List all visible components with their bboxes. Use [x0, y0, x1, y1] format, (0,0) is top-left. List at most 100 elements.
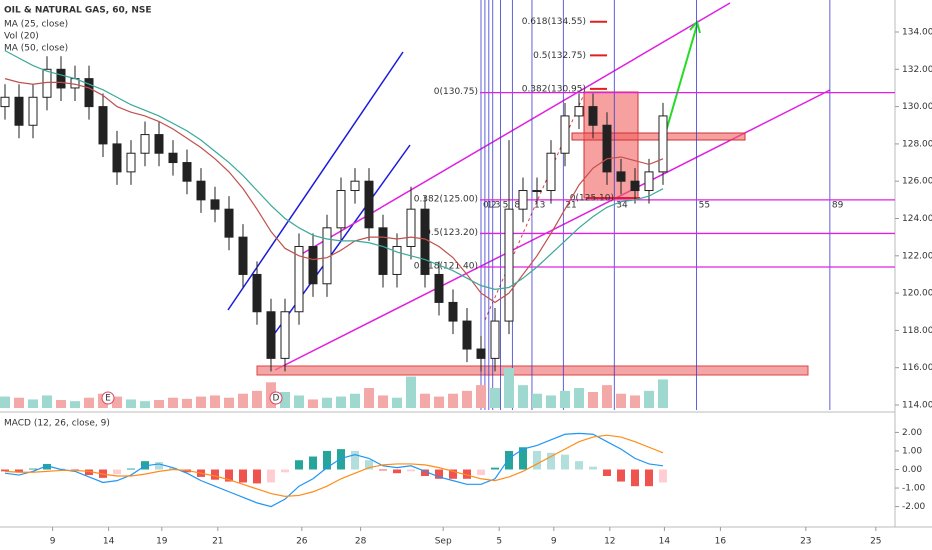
x-tick-label: 19: [156, 537, 168, 547]
y-tick-label: 1.00: [902, 446, 922, 456]
candle-body: [0, 96, 10, 108]
fib-label: 0.5(123.20): [425, 228, 478, 238]
x-tick-label: 23: [800, 537, 811, 547]
volume-bar: [196, 396, 206, 408]
candle-body: [420, 208, 430, 275]
macd-histogram: [351, 450, 359, 470]
candle-body: [518, 190, 528, 210]
volume-bar: [210, 395, 220, 408]
time-zone-label: 5: [503, 201, 509, 211]
macd-histogram: [435, 469, 443, 479]
candle-body: [504, 208, 514, 322]
macd-histogram: [463, 469, 471, 479]
volume-bar: [462, 390, 472, 408]
time-zone-label: 89: [832, 201, 844, 211]
y-tick-label: 118.00: [902, 326, 932, 336]
y-tick-label: -1.00: [902, 484, 926, 494]
volume-bar: [182, 398, 192, 408]
candle-body: [28, 96, 38, 126]
macd-legend: MACD (12, 26, close, 9): [4, 419, 110, 429]
macd-histogram: [337, 449, 345, 470]
macd-histogram: [575, 461, 583, 470]
chart-title: OIL & NATURAL GAS, 60, NSE: [4, 6, 152, 16]
candle-body: [112, 143, 122, 173]
candle-body: [560, 115, 570, 154]
time-zone-label: 0: [483, 201, 489, 211]
event-marker: [101, 391, 115, 405]
time-zone-label: 2: [491, 201, 497, 211]
legend-ma25: MA (25, close): [4, 20, 68, 30]
macd-histogram: [659, 469, 667, 483]
x-tick-label: 16: [715, 537, 727, 547]
candle-body: [406, 208, 416, 247]
candle-body: [532, 190, 542, 193]
candle-body: [168, 152, 178, 164]
volume-bar: [252, 390, 262, 408]
fib-label: 0.382(125.00): [414, 194, 478, 204]
fib-label: 0(125.10): [570, 193, 614, 203]
time-zone-label: 34: [616, 201, 628, 211]
candle-body: [616, 171, 626, 182]
signal-line: [4, 434, 664, 497]
candle-body: [238, 236, 248, 275]
macd-histogram: [29, 468, 37, 470]
time-zone-label: 21: [565, 201, 576, 211]
volume-bar: [448, 393, 458, 408]
candle-body: [364, 180, 374, 229]
volume-bar: [126, 399, 136, 408]
arrow-head: [689, 19, 701, 34]
x-tick-label: 9: [50, 537, 56, 547]
macd-histogram: [505, 450, 513, 470]
candle-body: [182, 162, 192, 182]
y-tick-label: 2.00: [902, 428, 922, 438]
y-tick-label: 116.00: [902, 363, 932, 373]
volume-bar: [14, 397, 24, 408]
candle-body: [448, 301, 458, 322]
candle-body: [630, 180, 640, 192]
volume-bar: [154, 400, 164, 408]
volume-bar: [224, 397, 234, 408]
volume-bar: [238, 393, 248, 408]
support-zone: [256, 365, 809, 376]
volume-bar: [588, 392, 598, 408]
time-zone-label: 8: [514, 201, 520, 211]
candle-body: [294, 245, 304, 313]
macd-histogram: [239, 469, 247, 483]
x-tick-label: 25: [870, 537, 881, 547]
fib-label: 0(130.75): [434, 87, 478, 97]
y-tick-label: 0.00: [902, 465, 922, 475]
candle-body: [98, 106, 108, 145]
volume-bar: [392, 397, 402, 408]
x-tick-label: 21: [212, 537, 223, 547]
candle-body: [154, 134, 164, 154]
candle-body: [84, 78, 94, 108]
candle-body: [308, 245, 318, 285]
event-label: D: [273, 394, 280, 404]
volume-bar: [490, 388, 500, 408]
volume-bar: [504, 368, 514, 408]
time-zone-label: 13: [534, 201, 545, 211]
macd-histogram: [589, 466, 597, 470]
x-tick-label: 14: [659, 537, 671, 547]
volume-bar: [630, 395, 640, 408]
moving-average: [4, 78, 664, 304]
moving-average: [4, 50, 664, 290]
volume-bar: [280, 392, 290, 408]
volume-bar: [406, 376, 416, 408]
volume-bar: [364, 388, 374, 408]
macd-histogram: [295, 460, 303, 470]
macd-histogram: [603, 469, 611, 476]
candle-body: [224, 208, 234, 238]
volume-bar: [434, 396, 444, 408]
volume-bar: [518, 385, 528, 408]
macd-histogram: [491, 467, 499, 470]
y-tick-label: 130.00: [902, 102, 932, 112]
fib-label: 0.382(130.95): [522, 84, 586, 94]
macd-histogram: [253, 469, 261, 484]
macd-histogram: [323, 450, 331, 470]
candle-body: [350, 180, 360, 192]
time-zone-label: 55: [699, 201, 710, 211]
candle-body: [462, 320, 472, 350]
